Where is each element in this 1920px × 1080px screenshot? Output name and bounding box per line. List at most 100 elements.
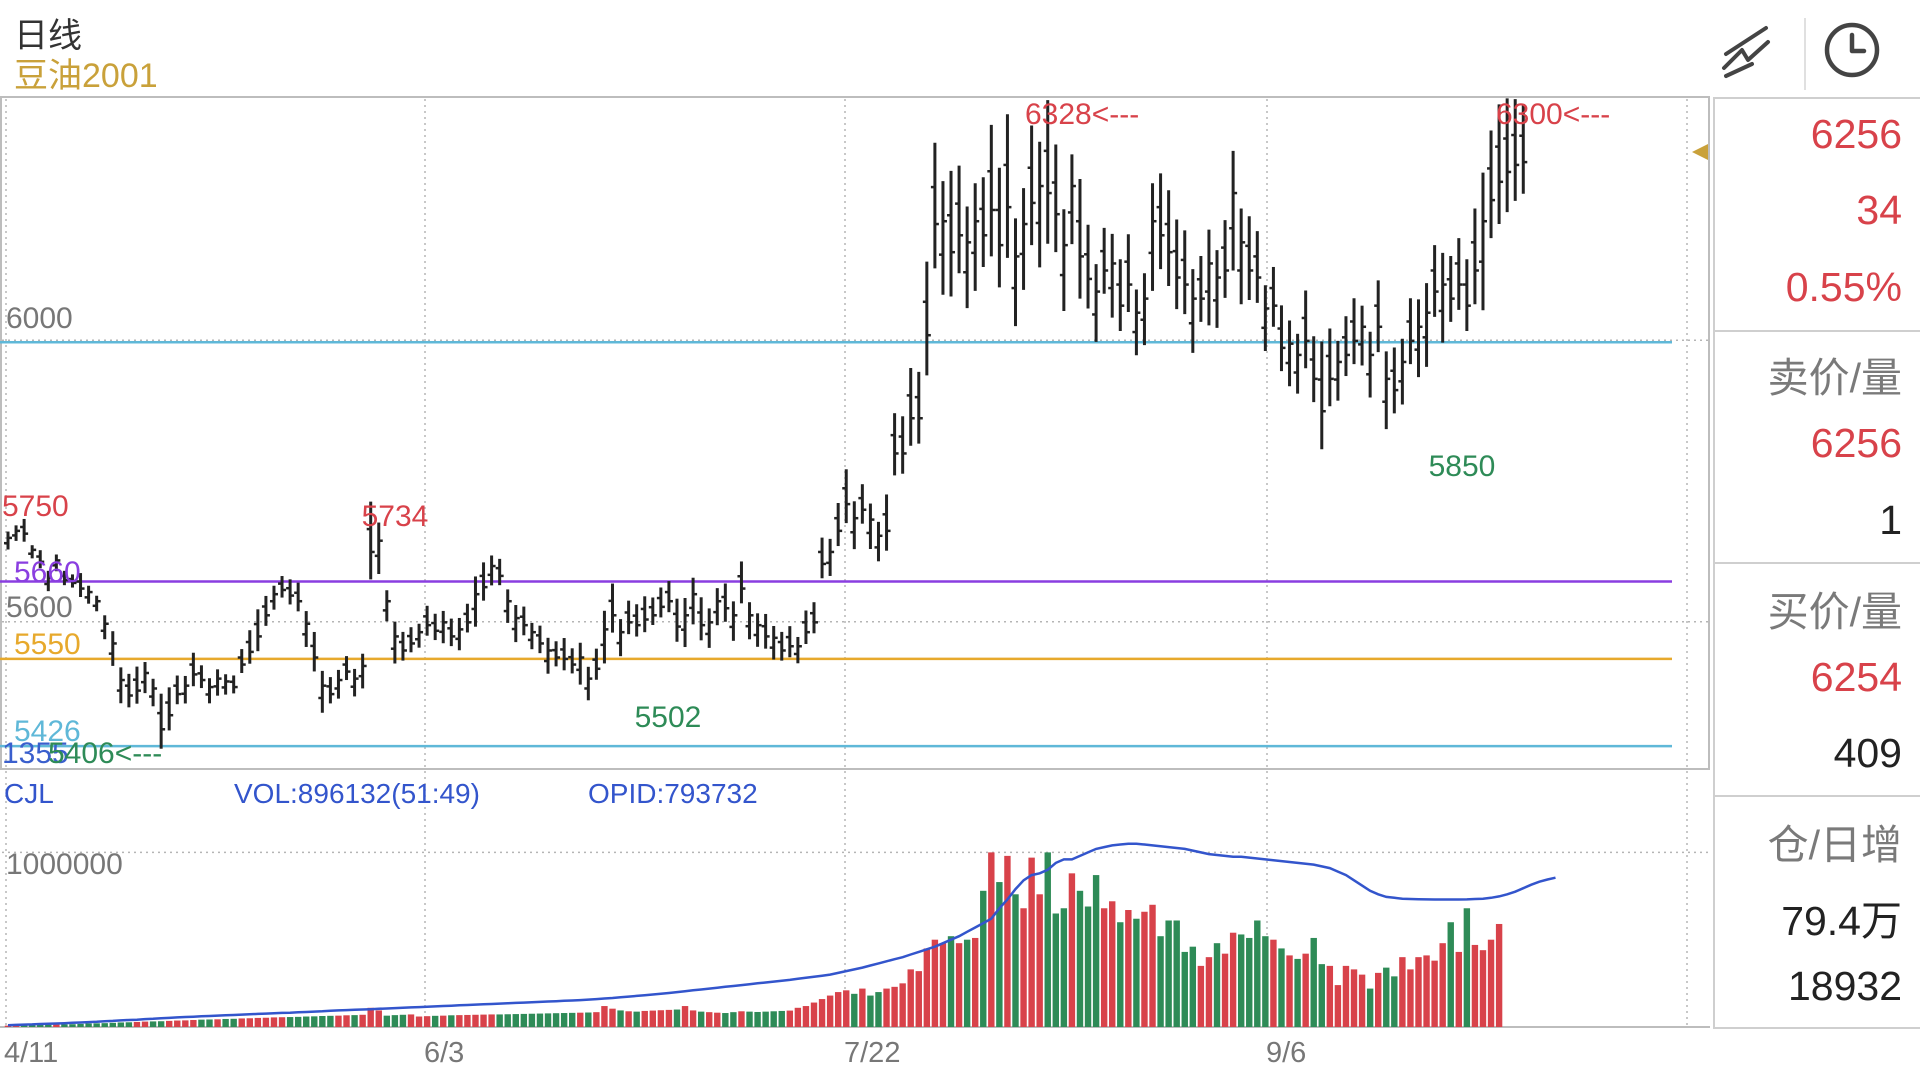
volume-bar	[569, 1012, 576, 1027]
ohlc-bar	[382, 590, 391, 622]
last-price: 6256	[1810, 111, 1902, 157]
ohlc-bar	[261, 595, 270, 626]
ohlc-bar	[713, 588, 722, 626]
volume-bar	[1068, 873, 1076, 1027]
volume-bar	[222, 1018, 229, 1027]
ohlc-bar	[1269, 266, 1278, 327]
ohlc-bar	[1470, 208, 1479, 305]
ohlc-bar	[310, 631, 319, 672]
volume-bar	[528, 1013, 536, 1027]
volume-bar	[37, 1024, 44, 1027]
volume-bar	[681, 1006, 689, 1027]
ohlc-bar	[1011, 218, 1020, 327]
ohlc-bar	[1390, 347, 1399, 414]
volume-bar	[1326, 965, 1334, 1027]
volume-bar	[746, 1011, 753, 1027]
volume-bar	[1052, 913, 1059, 1027]
volume-bar	[1415, 957, 1422, 1027]
ohlc-bar	[52, 554, 61, 572]
volume-bars	[4, 852, 1503, 1027]
ohlc-bar	[971, 183, 980, 291]
volume-bar	[617, 1010, 624, 1027]
ohlc-bar	[1221, 220, 1230, 298]
volume-bar	[1310, 937, 1317, 1027]
volume-bar	[1423, 955, 1430, 1027]
volume-bar	[1358, 974, 1366, 1027]
volume-bar	[988, 852, 995, 1027]
volume-bar	[246, 1018, 253, 1027]
ohlc-bar	[495, 558, 504, 586]
ohlc-bar	[882, 494, 891, 551]
ohlc-bar	[1333, 340, 1342, 401]
change-percent: 0.55%	[1785, 264, 1902, 310]
volume-bar	[335, 1015, 342, 1027]
ohlc-bar	[552, 641, 561, 667]
ohlc-bar	[858, 484, 867, 524]
volume-bar	[319, 1015, 326, 1027]
ohlc-bar	[947, 170, 956, 297]
ohlc-bar	[842, 469, 851, 524]
volume-bar	[286, 1017, 294, 1027]
ohlc-bar	[648, 597, 657, 626]
ohlc-bar	[1503, 98, 1512, 213]
volume-bar	[157, 1021, 165, 1027]
volume-bar	[1100, 908, 1108, 1027]
volume-bar	[609, 1008, 616, 1027]
volume-bar	[1133, 918, 1140, 1027]
volume-bar	[375, 1010, 382, 1027]
ohlc-bar	[390, 621, 399, 664]
ohlc-bar	[568, 648, 577, 674]
volume-bar	[810, 1002, 818, 1027]
ohlc-bar	[753, 613, 762, 647]
low-label-5502: 5502	[635, 701, 702, 734]
volume-bar	[939, 943, 947, 1027]
ohlc-bar	[1172, 219, 1181, 310]
volume-bar	[1125, 910, 1132, 1027]
ohlc-bar	[1487, 130, 1496, 239]
ohlc-bar	[334, 669, 343, 699]
x-tick-2: 7/22	[844, 1037, 900, 1069]
ohlc-bar	[4, 531, 12, 550]
volume-bar	[1439, 943, 1446, 1027]
open-interest-line	[7, 842, 1556, 1027]
volume-bar	[851, 993, 858, 1027]
volume-bar	[1471, 944, 1479, 1027]
volume-bar	[45, 1024, 52, 1027]
ohlc-bar	[1398, 338, 1407, 405]
ohlc-bar	[584, 666, 593, 701]
volume-bar	[552, 1013, 560, 1027]
contract-symbol[interactable]: 豆油2001	[14, 57, 158, 95]
ohlc-bar	[874, 521, 883, 562]
volume-bar	[818, 999, 826, 1027]
ohlc-bar	[826, 538, 835, 576]
volume-bar	[1117, 922, 1124, 1027]
volume-bar	[448, 1015, 455, 1027]
ohlc-bar	[955, 165, 964, 274]
clock-icon[interactable]	[1818, 16, 1886, 84]
ohlc-bar	[1213, 250, 1221, 328]
volume-bar	[1092, 875, 1100, 1027]
volume-bar	[262, 1017, 270, 1027]
volume-bar	[883, 988, 890, 1027]
volume-bar	[303, 1016, 310, 1027]
ohlc-bar	[592, 648, 601, 680]
volume-bar	[1060, 908, 1068, 1027]
ohlc-bar	[785, 626, 794, 658]
ohlc-bar	[1350, 298, 1359, 365]
volume-bar	[673, 1009, 681, 1027]
x-tick-3: 9/6	[1266, 1037, 1306, 1069]
ohlc-bar	[1382, 351, 1391, 430]
volume-bar	[1205, 957, 1213, 1027]
ohlc-bar	[1406, 298, 1415, 365]
ask-price: 6256	[1810, 420, 1902, 466]
volume-bar	[391, 1015, 399, 1027]
ohlc-bar	[1430, 245, 1439, 317]
ohlc-bar	[12, 525, 21, 541]
ohlc-bar	[165, 687, 174, 731]
line-chart-tool-icon[interactable]	[1712, 16, 1780, 84]
volume-bar	[206, 1019, 213, 1027]
volume-bar	[1375, 972, 1382, 1027]
ohlc-bar	[132, 666, 141, 704]
